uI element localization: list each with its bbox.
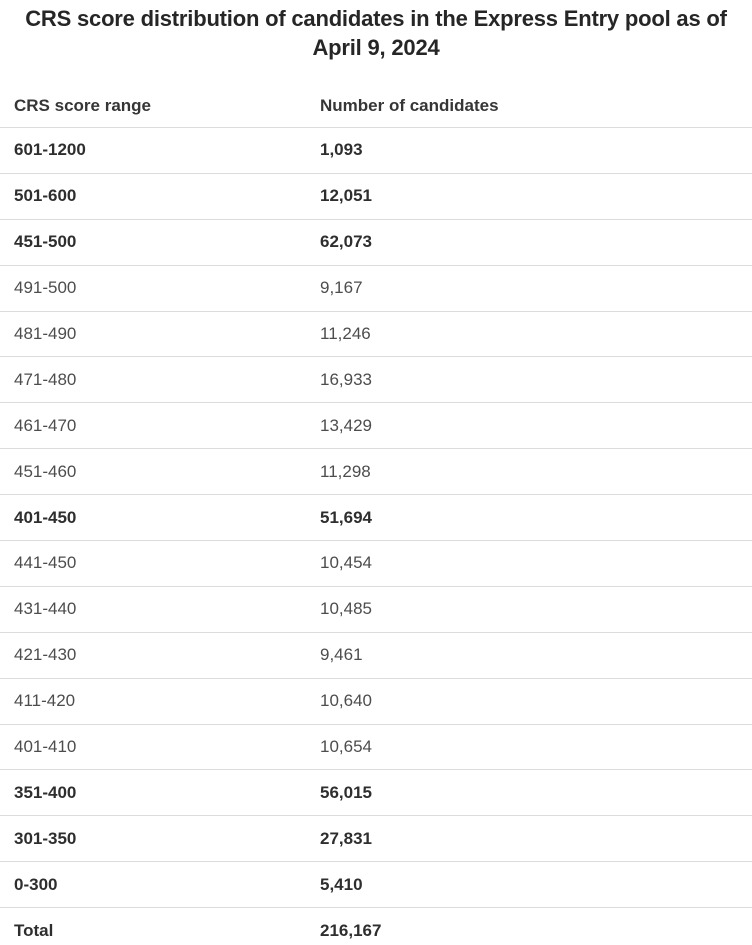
candidate-count-cell: 216,167 bbox=[320, 920, 382, 940]
candidate-count-cell: 12,051 bbox=[320, 186, 372, 206]
table-row: 451-500 62,073 bbox=[0, 218, 752, 265]
candidate-count-cell: 62,073 bbox=[320, 232, 372, 252]
table-row: 401-410 10,654 bbox=[0, 723, 752, 770]
crs-score-table: CRS score range Number of candidates 601… bbox=[0, 84, 752, 945]
column-header-score-range: CRS score range bbox=[14, 96, 151, 115]
score-range-cell: 471-480 bbox=[14, 369, 77, 389]
table-row: 301-350 27,831 bbox=[0, 815, 752, 861]
score-range-cell: 461-470 bbox=[14, 415, 77, 435]
score-range-cell: 601-1200 bbox=[14, 140, 86, 160]
score-range-cell: 491-500 bbox=[14, 278, 77, 298]
candidate-count-cell: 5,410 bbox=[320, 874, 363, 894]
candidate-count-cell: 13,429 bbox=[320, 415, 372, 435]
table-row: 501-600 12,051 bbox=[0, 172, 752, 219]
score-range-cell: 351-400 bbox=[14, 782, 77, 802]
column-header-candidate-count: Number of candidates bbox=[320, 96, 499, 115]
score-range-cell: Total bbox=[14, 920, 54, 940]
score-range-cell: 421-430 bbox=[14, 645, 77, 665]
table-row: 441-450 10,454 bbox=[0, 540, 752, 586]
table-header-row: CRS score range Number of candidates bbox=[0, 84, 752, 127]
score-range-cell: 301-350 bbox=[14, 828, 77, 848]
score-range-cell: 411-420 bbox=[14, 691, 76, 711]
candidate-count-cell: 11,298 bbox=[320, 461, 371, 481]
score-range-cell: 441-450 bbox=[14, 553, 77, 573]
score-range-cell: 451-460 bbox=[14, 461, 77, 481]
candidate-count-cell: 51,694 bbox=[320, 507, 372, 527]
table-row: 451-460 11,298 bbox=[0, 448, 752, 494]
table-row: 351-400 56,015 bbox=[0, 769, 752, 815]
score-range-cell: 431-440 bbox=[14, 599, 77, 619]
table-body: 601-1200 1,093 501-600 12,051 451-500 62,073 4… bbox=[0, 127, 752, 945]
score-range-cell: 481-490 bbox=[14, 324, 77, 343]
table-row: 601-1200 1,093 bbox=[0, 127, 752, 173]
table-row: 491-500 9,167 bbox=[0, 264, 752, 311]
candidate-count-cell: 27,831 bbox=[320, 828, 372, 848]
score-range-cell: 451-500 bbox=[14, 232, 77, 252]
candidate-count-cell: 9,461 bbox=[320, 645, 363, 665]
page-title: CRS score distribution of candidates in … bbox=[25, 6, 727, 60]
score-range-cell: 401-450 bbox=[14, 507, 77, 527]
candidate-count-cell: 10,640 bbox=[320, 691, 372, 711]
candidate-count-cell: 11,246 bbox=[320, 324, 371, 343]
candidate-count-cell: 16,933 bbox=[320, 369, 372, 389]
table-row: 0-300 5,410 bbox=[0, 861, 752, 907]
score-range-cell: 0-300 bbox=[14, 874, 58, 894]
table-row: 411-420 10,640 bbox=[0, 677, 752, 724]
table-row: 431-440 10,485 bbox=[0, 585, 752, 632]
score-range-cell: 501-600 bbox=[14, 186, 77, 206]
candidate-count-cell: 56,015 bbox=[320, 782, 372, 802]
table-row: 461-470 13,429 bbox=[0, 402, 752, 448]
table-row: 471-480 16,933 bbox=[0, 356, 752, 402]
score-range-cell: 401-410 bbox=[14, 737, 77, 757]
table-row: 401-450 51,694 bbox=[0, 494, 752, 540]
candidate-count-cell: 1,093 bbox=[320, 140, 363, 160]
candidate-count-cell: 10,454 bbox=[320, 553, 372, 573]
table-row: 481-490 11,246 bbox=[0, 310, 752, 357]
table-row: Total 216,167 bbox=[0, 907, 752, 945]
candidate-count-cell: 9,167 bbox=[320, 278, 363, 298]
candidate-count-cell: 10,485 bbox=[320, 599, 372, 619]
table-row: 421-430 9,461 bbox=[0, 631, 752, 678]
candidate-count-cell: 10,654 bbox=[320, 737, 372, 757]
